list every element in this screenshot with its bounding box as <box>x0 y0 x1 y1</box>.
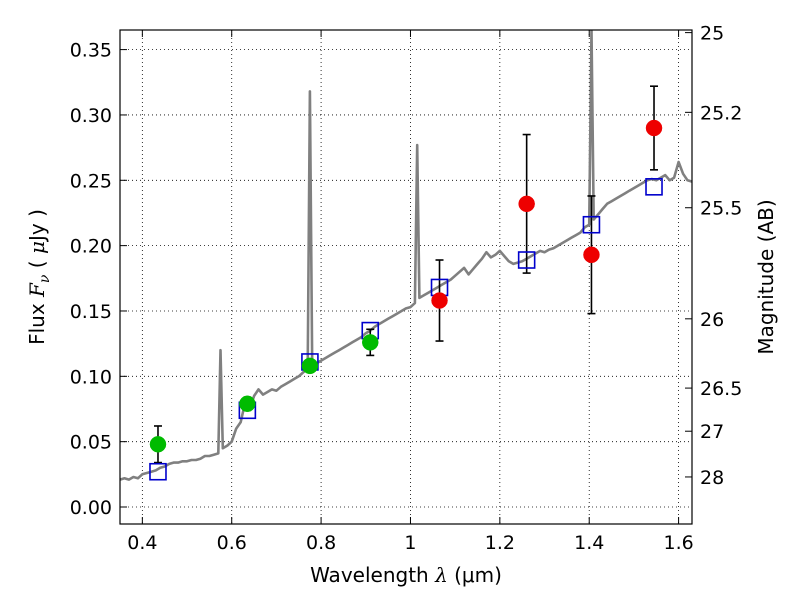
observed-nir-point <box>583 246 600 264</box>
observed-optical-point <box>149 436 167 453</box>
x-tick-label: 1.4 <box>574 532 604 554</box>
model-photometry-square <box>582 215 601 234</box>
y-axis-label: Flux Fν ( μJy ) <box>25 209 53 345</box>
y-tick-label: 0.20 <box>70 236 112 258</box>
y2-tick-label: 26.5 <box>700 378 742 400</box>
observed-optical-point <box>362 334 379 351</box>
y2-tick-label: 28 <box>700 467 724 489</box>
model-photometry-square <box>517 251 536 269</box>
y2-tick-label: 26 <box>700 309 724 331</box>
model-photometry-square <box>645 178 663 196</box>
y2-axis-label: Magnitude (AB) <box>754 199 778 354</box>
observed-optical-point <box>301 357 319 375</box>
y-tick-label: 0.25 <box>70 170 112 192</box>
plot-area <box>120 30 692 481</box>
y2-tick-label: 25 <box>700 23 724 45</box>
observed-nir-point <box>518 195 535 213</box>
y-tick-label: 0.05 <box>70 432 112 454</box>
y-tick-label: 0.30 <box>70 105 112 127</box>
y-tick-label: 0.00 <box>70 497 112 519</box>
y-tick-label: 0.15 <box>70 301 112 323</box>
y2-tick-label: 25.5 <box>700 198 742 220</box>
ticks: 0.4 0.6 0.8 1 1.2 1.4 1.6 0.00 0.05 0.10 0.15 0.20 0… <box>70 23 743 554</box>
x-tick-label: 1.6 <box>663 532 693 554</box>
x-axis-label: Wavelength λ (μm) <box>310 563 502 587</box>
grid <box>120 30 692 524</box>
y-tick-label: 0.10 <box>70 366 112 388</box>
observed-nir-point <box>645 119 663 137</box>
observed-nir-point <box>431 292 448 309</box>
x-tick-label: 0.6 <box>217 532 247 554</box>
x-tick-label: 1 <box>404 532 416 554</box>
model-sed-line <box>120 30 692 481</box>
y2-tick-label: 27 <box>700 421 724 443</box>
axes-frame <box>119 29 693 525</box>
y-tick-label: 0.35 <box>70 40 112 62</box>
x-tick-label: 0.8 <box>306 532 336 554</box>
model-photometry-square <box>149 462 167 481</box>
markers <box>149 119 663 481</box>
observed-optical-point <box>239 395 256 413</box>
x-tick-label: 1.2 <box>485 532 515 554</box>
x-tick-label: 0.4 <box>127 532 157 554</box>
y2-tick-label: 25.2 <box>700 102 742 124</box>
